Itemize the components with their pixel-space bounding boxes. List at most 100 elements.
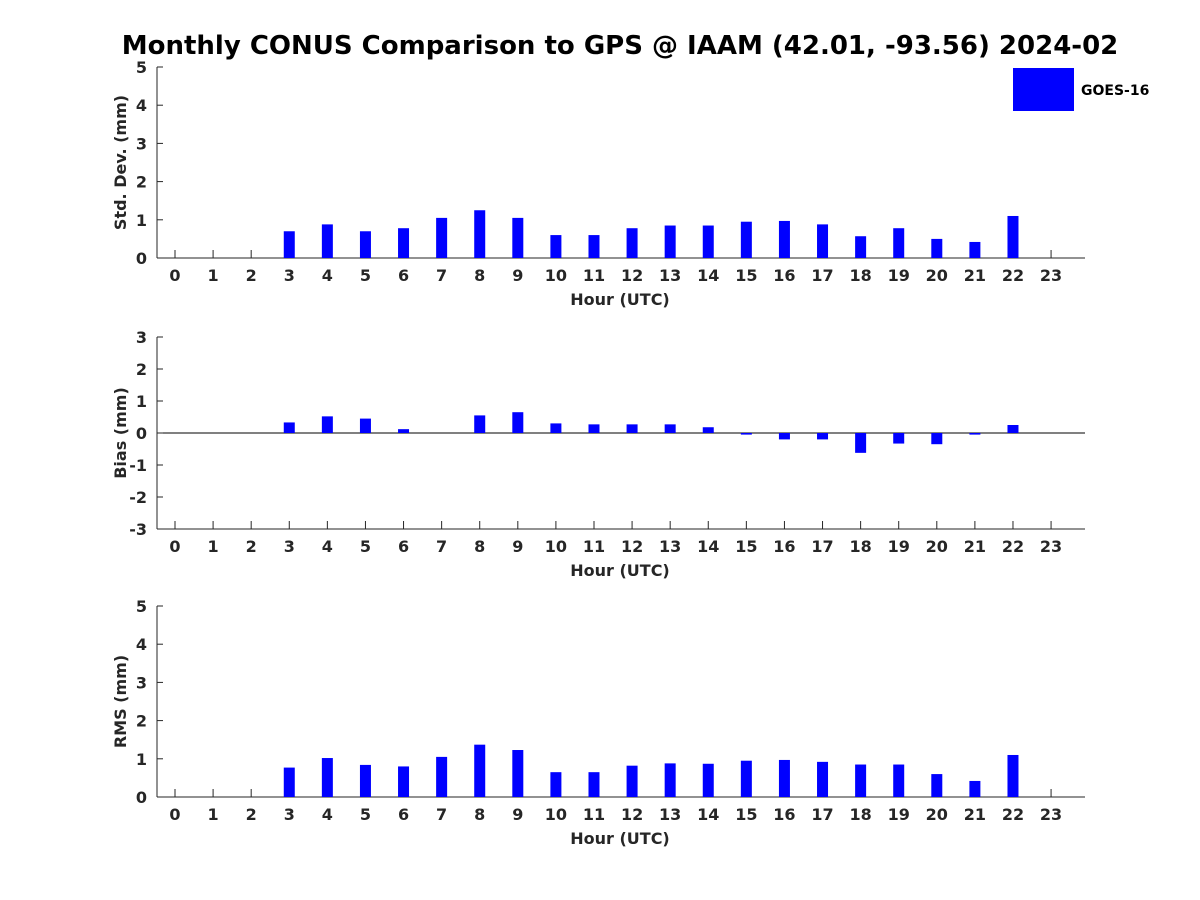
x-tick-label: 6 (398, 537, 409, 556)
bar-hour-4 (321, 224, 333, 258)
x-tick-label: 22 (1002, 537, 1024, 556)
x-tick-label: 20 (926, 805, 948, 824)
x-tick-label: 2 (246, 266, 257, 285)
bar-hour-13 (664, 424, 676, 433)
x-tick-label: 10 (545, 537, 567, 556)
bar-hour-18 (855, 236, 867, 258)
y-axis-label: Std. Dev. (mm) (111, 95, 130, 230)
bar-hour-4 (321, 758, 333, 797)
x-tick-label: 21 (964, 537, 986, 556)
x-tick-label: 4 (322, 805, 333, 824)
x-tick-label: 11 (583, 537, 605, 556)
x-tick-label: 14 (697, 537, 719, 556)
x-tick-label: 0 (169, 537, 180, 556)
legend-swatch (1013, 68, 1074, 111)
bar-hour-12 (626, 424, 638, 433)
y-tick-label: 3 (136, 673, 147, 692)
bar-hour-10 (550, 772, 562, 797)
x-tick-label: 11 (583, 805, 605, 824)
bar-hour-19 (893, 228, 905, 258)
bar-hour-22 (1007, 215, 1019, 258)
y-tick-label: -2 (129, 488, 147, 507)
x-tick-label: 20 (926, 266, 948, 285)
x-tick-label: 18 (849, 266, 871, 285)
x-tick-label: 1 (208, 266, 219, 285)
y-tick-label: 3 (136, 328, 147, 347)
y-tick-label: 4 (136, 635, 147, 654)
x-tick-label: 12 (621, 537, 643, 556)
x-tick-label: 7 (436, 266, 447, 285)
bar-hour-12 (626, 228, 638, 258)
x-tick-label: 19 (888, 805, 910, 824)
bar-hour-11 (588, 772, 600, 797)
bar-hour-21 (969, 780, 981, 797)
x-tick-label: 15 (735, 537, 757, 556)
x-tick-label: 2 (246, 537, 257, 556)
y-tick-label: 1 (136, 392, 147, 411)
x-tick-label: 17 (811, 805, 833, 824)
x-tick-label: 13 (659, 805, 681, 824)
x-tick-label: 21 (964, 805, 986, 824)
bar-hour-21 (969, 433, 981, 435)
bar-hour-16 (778, 433, 790, 440)
x-tick-label: 8 (474, 805, 485, 824)
bar-hour-17 (817, 761, 829, 797)
bar-hour-9 (512, 412, 524, 433)
x-tick-label: 9 (512, 805, 523, 824)
y-tick-label: 4 (136, 96, 147, 115)
x-tick-label: 20 (926, 537, 948, 556)
x-tick-label: 16 (773, 266, 795, 285)
x-tick-label: 4 (322, 266, 333, 285)
y-tick-label: 0 (136, 424, 147, 443)
x-tick-label: 12 (621, 805, 643, 824)
x-tick-label: 10 (545, 266, 567, 285)
bar-hour-16 (778, 759, 790, 797)
bar-hour-15 (740, 221, 752, 258)
legend: GOES-16 (1013, 68, 1149, 111)
x-tick-label: 22 (1002, 266, 1024, 285)
bar-hour-3 (283, 767, 295, 797)
y-tick-label: 3 (136, 134, 147, 153)
x-tick-label: 5 (360, 537, 371, 556)
x-tick-label: 13 (659, 537, 681, 556)
x-tick-label: 10 (545, 805, 567, 824)
x-tick-label: 5 (360, 805, 371, 824)
bar-hour-9 (512, 217, 524, 258)
bar-hour-17 (817, 433, 829, 440)
bar-hour-18 (855, 764, 867, 797)
legend-label: GOES-16 (1081, 83, 1149, 99)
bar-hour-5 (359, 231, 371, 258)
x-tick-label: 2 (246, 805, 257, 824)
x-tick-label: 23 (1040, 805, 1062, 824)
x-tick-label: 8 (474, 537, 485, 556)
x-tick-label: 15 (735, 805, 757, 824)
bar-hour-4 (321, 416, 333, 433)
bar-hour-20 (931, 433, 943, 445)
bar-hour-5 (359, 764, 371, 797)
bar-hour-19 (893, 433, 905, 444)
x-tick-label: 15 (735, 266, 757, 285)
bar-hour-9 (512, 750, 524, 797)
y-tick-label: 0 (136, 788, 147, 807)
bar-hour-10 (550, 423, 562, 433)
bar-hour-16 (778, 220, 790, 258)
bar-hour-8 (474, 210, 486, 258)
x-tick-label: 6 (398, 805, 409, 824)
x-tick-label: 6 (398, 266, 409, 285)
x-tick-label: 17 (811, 266, 833, 285)
x-tick-label: 19 (888, 537, 910, 556)
bar-hour-21 (969, 241, 981, 258)
x-axis-label: Hour (UTC) (570, 561, 670, 580)
x-tick-label: 23 (1040, 537, 1062, 556)
bar-hour-20 (931, 238, 943, 258)
bar-hour-8 (474, 415, 486, 433)
x-tick-label: 1 (208, 537, 219, 556)
y-tick-label: 2 (136, 712, 147, 731)
x-tick-label: 16 (773, 805, 795, 824)
y-tick-label: -1 (129, 456, 147, 475)
y-axis-label: RMS (mm) (111, 655, 130, 748)
bar-hour-13 (664, 225, 676, 258)
x-tick-label: 18 (849, 805, 871, 824)
